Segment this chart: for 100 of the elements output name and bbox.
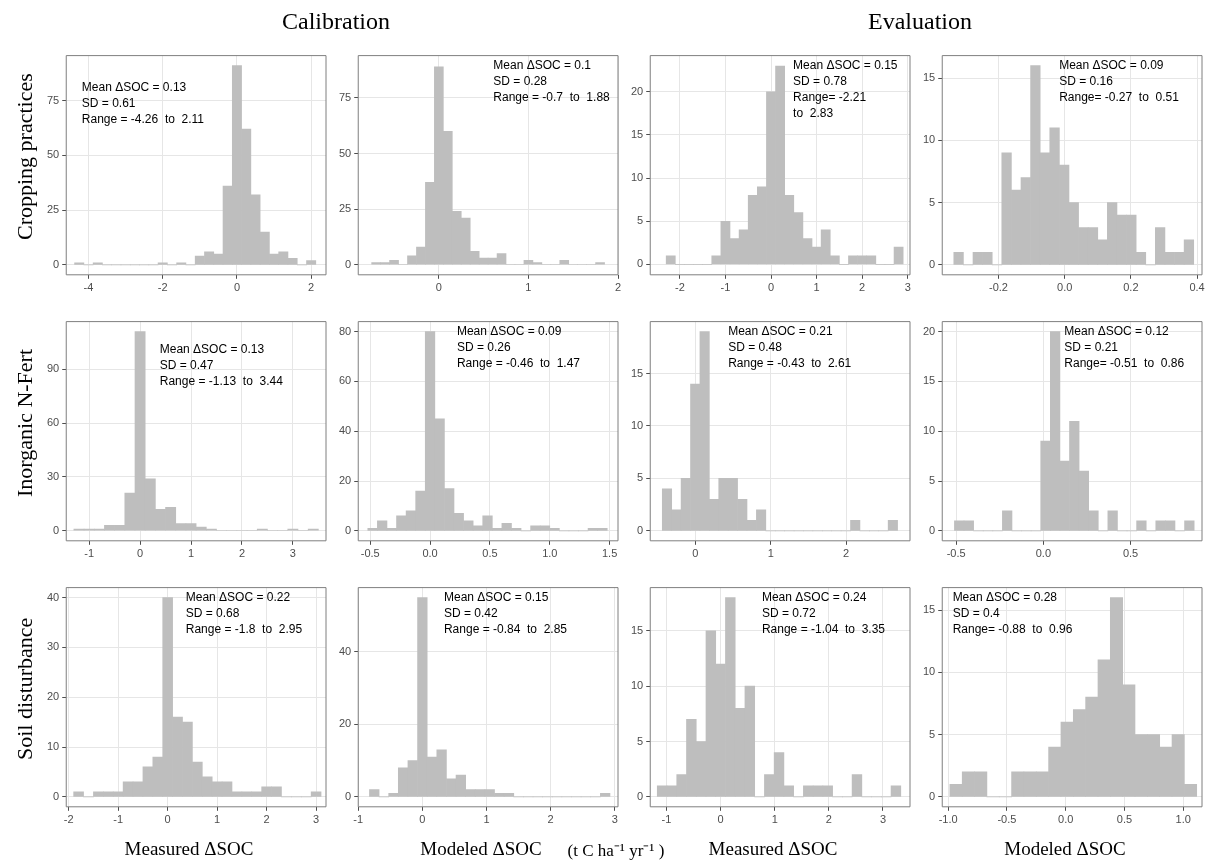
annotation: Mean ΔSOC = 0.15 [443,590,549,605]
y-axis-title: Inorganic N-Fert [11,347,38,500]
y-tick-label: 0 [637,789,644,802]
annotation: Range = -4.26 to 2.11 [81,112,205,127]
x-tick-label: 1.0 [1175,813,1191,826]
y-tick-label: 20 [46,690,60,703]
annotation: Mean ΔSOC = 0.09 [1059,58,1164,73]
x-tick-label: 2 [238,547,246,560]
x-tick-label: -2 [157,281,168,294]
annotation: Range = -0.84 to 2.85 [443,622,568,637]
x-tick-label: -2 [674,281,685,294]
x-tick-label: 0.4 [1189,281,1205,294]
y-tick-label: 5 [929,474,936,487]
x-tick-label: -2 [63,813,74,826]
annotation: SD = 0.78 [793,74,848,89]
y-tick-label: 0 [929,523,936,536]
y-tick-label: 10 [630,418,644,431]
y-tick-label: 0 [53,257,60,270]
x-axis-title: Modeled ΔSOC [1003,838,1127,860]
y-axis-title: Soil disturbance [11,616,38,763]
x-tick-label: 0.0 [1057,281,1073,294]
y-tick-label: 15 [922,71,936,84]
y-tick-label: 0 [345,523,352,536]
y-tick-label: 10 [922,424,936,437]
y-tick-label: 10 [922,133,936,146]
y-tick-label: 50 [46,148,60,161]
annotation: Mean ΔSOC = 0.21 [728,324,833,339]
y-tick-label: 5 [929,727,936,740]
annotation: Mean ΔSOC = 0.28 [952,590,1058,605]
annotation: SD = 0.21 [1064,340,1119,355]
annotation: Range= -0.27 to 0.51 [1059,90,1180,105]
y-tick-label: 15 [630,366,644,379]
y-tick-label: 0 [637,523,644,536]
annotation: SD = 0.48 [728,340,783,355]
annotation: SD = 0.72 [761,606,816,621]
x-tick-label: -1 [113,813,124,826]
x-tick-label: 0 [692,547,699,560]
annotation: Range= -0.51 to 0.86 [1064,356,1185,371]
annotation: Mean ΔSOC = 0.1 [493,58,592,73]
annotation: SD = 0.16 [1059,74,1114,89]
x-tick-label: 2 [842,547,850,560]
x-tick-label: -0.5 [360,547,380,560]
x-tick-label: 3 [289,547,296,560]
y-tick-label: 75 [338,90,352,103]
y-tick-label: 0 [929,789,936,802]
x-tick-label: 0.0 [422,547,438,560]
y-tick-label: 0 [53,523,60,536]
x-tick-label: 0 [164,813,171,826]
x-tick-label: 2 [547,813,554,826]
x-tick-label: 0.2 [1123,281,1139,294]
y-tick-label: 40 [338,424,352,437]
y-tick-label: 15 [630,128,644,141]
y-tick-label: 10 [922,665,936,678]
annotation: SD = 0.28 [493,74,548,89]
x-tick-label: -1 [353,813,364,826]
y-tick-label: 20 [630,84,644,97]
y-tick-label: 80 [338,324,352,337]
annotation: Mean ΔSOC = 0.09 [456,324,562,339]
x-tick-label: 3 [904,281,911,294]
annotation: Range= -2.21 [793,90,867,105]
x-tick-label: -1.0 [938,813,958,826]
x-tick-label: 2 [263,813,270,826]
x-tick-label: 0 [435,281,442,294]
x-tick-label: 1 [214,813,221,826]
y-tick-label: 15 [922,603,936,616]
x-tick-label: 2 [308,281,315,294]
annotation: SD = 0.47 [159,357,214,372]
x-tick-label: 1.0 [542,547,558,560]
y-tick-label: 20 [922,324,936,337]
x-tick-label: 0 [233,281,240,294]
x-tick-label: 0.0 [1035,547,1051,560]
annotation: Range = -0.46 to 1.47 [456,356,581,371]
x-axis-title: Modeled ΔSOC [420,838,542,859]
y-axis-title: Cropping practices [11,72,38,243]
x-tick-label: 0 [137,547,144,560]
annotation: Range = -0.43 to 2.61 [728,356,852,371]
x-tick-label: -0.5 [946,547,966,560]
annotation: Range = -1.8 to 2.95 [185,622,303,637]
annotation: Range= -0.88 to 0.96 [952,622,1073,637]
annotation: Mean ΔSOC = 0.24 [761,590,867,605]
y-tick-label: 0 [345,789,352,802]
y-tick-label: 5 [929,195,936,208]
annotation: SD = 0.61 [81,96,136,111]
text: (t C ha⁻¹ yr⁻¹ ) [566,840,666,861]
annotation: to 2.83 [793,106,834,121]
x-tick-label: -4 [83,281,94,294]
x-tick-label: 1 [525,281,532,294]
y-tick-label: 40 [338,644,352,657]
x-axis-title: Measured ΔSOC [708,838,838,859]
y-tick-label: 5 [637,734,644,747]
annotation: Mean ΔSOC = 0.22 [185,590,291,605]
y-tick-label: 15 [922,374,936,387]
x-tick-label: -0.2 [989,281,1008,294]
y-tick-label: 25 [46,203,60,216]
x-tick-label: 1 [483,813,490,826]
x-tick-label: 2 [859,281,866,294]
x-tick-label: 1 [187,547,195,560]
x-tick-label: 1.5 [601,547,618,560]
y-tick-label: 30 [46,640,60,653]
annotation: SD = 0.68 [185,606,240,621]
